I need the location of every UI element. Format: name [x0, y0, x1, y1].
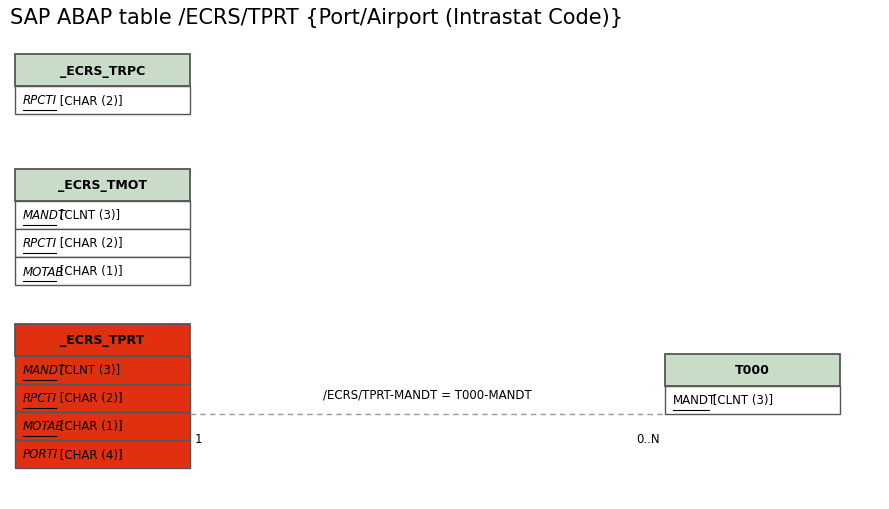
Text: [CLNT (3)]: [CLNT (3)]: [709, 394, 773, 407]
Text: [CHAR (2)]: [CHAR (2)]: [55, 237, 122, 250]
Bar: [15, 384, 190, 412]
Text: _ECRS_TRPC: _ECRS_TRPC: [60, 64, 145, 77]
Text: MANDT: MANDT: [673, 394, 717, 407]
Text: MANDT: MANDT: [23, 364, 66, 377]
Text: T000: T000: [735, 364, 770, 377]
Text: _ECRS_TMOT: _ECRS_TMOT: [58, 179, 147, 192]
Text: [CHAR (4)]: [CHAR (4)]: [55, 447, 122, 461]
Bar: [15, 258, 190, 286]
Text: 1: 1: [195, 432, 203, 445]
Text: [CHAR (1)]: [CHAR (1)]: [55, 420, 122, 433]
Bar: [15, 87, 190, 115]
Bar: [15, 169, 190, 202]
Text: [CLNT (3)]: [CLNT (3)]: [55, 209, 120, 222]
Text: SAP ABAP table /ECRS/TPRT {Port/Airport (Intrastat Code)}: SAP ABAP table /ECRS/TPRT {Port/Airport …: [10, 8, 623, 28]
Text: [CHAR (2)]: [CHAR (2)]: [55, 94, 122, 107]
Bar: [15, 412, 190, 440]
Text: PORTI: PORTI: [23, 447, 58, 461]
Text: RPCTI: RPCTI: [23, 237, 57, 250]
Text: [CLNT (3)]: [CLNT (3)]: [55, 364, 120, 377]
Text: RPCTI: RPCTI: [23, 392, 57, 405]
Text: /ECRS/TPRT-MANDT = T000-MANDT: /ECRS/TPRT-MANDT = T000-MANDT: [323, 388, 532, 401]
Text: MOTAB: MOTAB: [23, 420, 64, 433]
Bar: [15, 230, 190, 258]
Text: RPCTI: RPCTI: [23, 94, 57, 107]
Text: _ECRS_TPRT: _ECRS_TPRT: [60, 334, 145, 347]
Bar: [665, 354, 840, 386]
Text: [CHAR (2)]: [CHAR (2)]: [55, 392, 122, 405]
Text: MANDT: MANDT: [23, 209, 66, 222]
Bar: [15, 202, 190, 230]
Text: MOTAB: MOTAB: [23, 265, 64, 278]
Bar: [15, 324, 190, 356]
Bar: [665, 386, 840, 414]
Text: 0..N: 0..N: [637, 432, 660, 445]
Bar: [15, 55, 190, 87]
Bar: [15, 440, 190, 468]
Bar: [15, 356, 190, 384]
Text: [CHAR (1)]: [CHAR (1)]: [55, 265, 122, 278]
